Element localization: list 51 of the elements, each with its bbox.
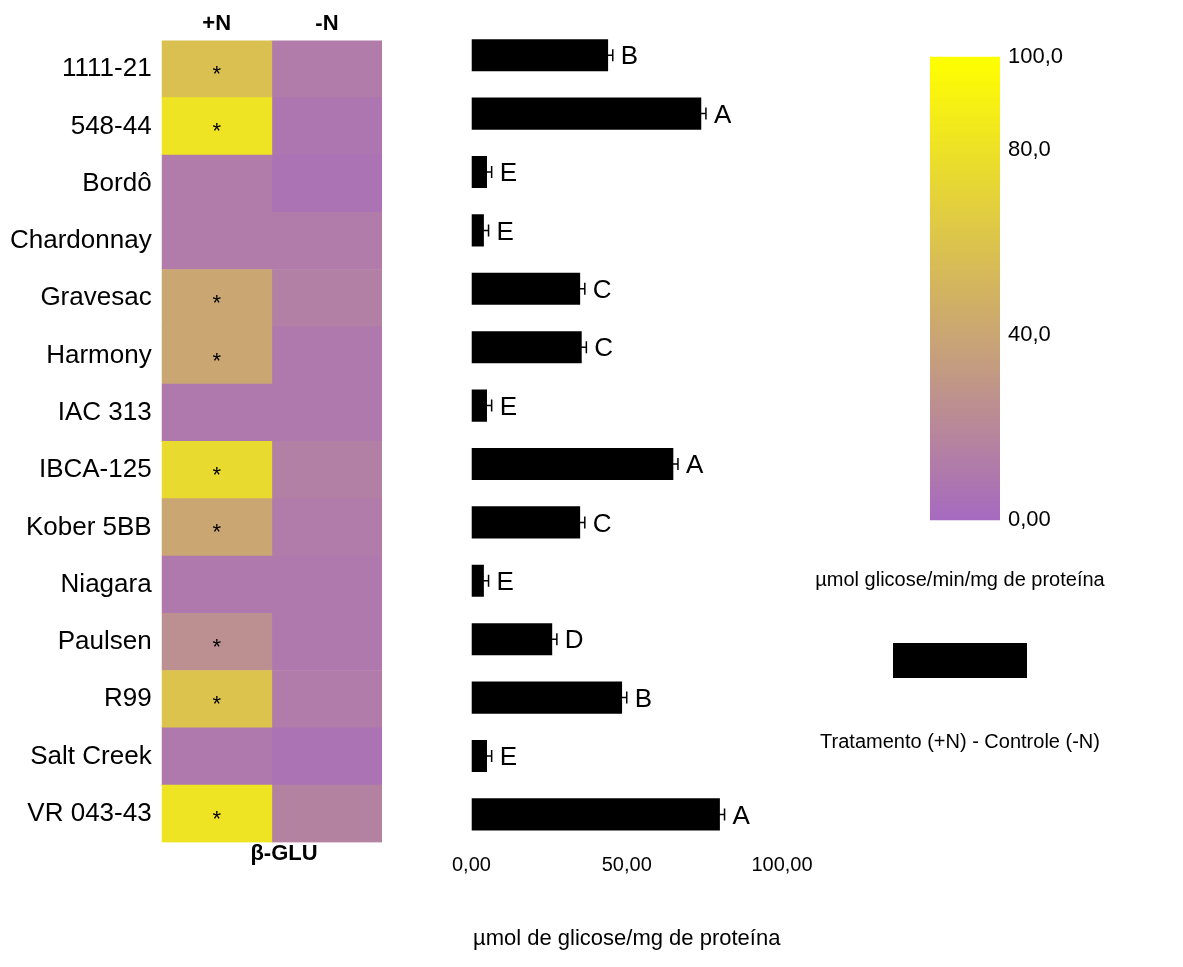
data-label: C <box>592 273 612 304</box>
y-tick-label: 1111-21 <box>62 52 152 83</box>
data-label: A <box>713 98 732 129</box>
text: Tratamento (+N) - Controle (-N) <box>819 730 1101 753</box>
data-label: * <box>212 462 222 488</box>
y-tick-label: Paulsen <box>57 625 152 656</box>
x-tick-label: 100,00 <box>751 853 813 876</box>
y-tick-label: Salt Creek <box>30 739 153 770</box>
y-tick-label: Harmony <box>46 338 152 369</box>
data-label: C <box>594 332 614 363</box>
y-tick-label: R99 <box>103 682 152 713</box>
color-bar-title: µmol glicose/min/mg de proteína <box>814 568 1106 591</box>
data-label: E <box>499 390 517 421</box>
x-axis-title: β-GLU <box>249 840 319 866</box>
data-label: E <box>499 157 517 188</box>
data-label: E <box>496 565 514 596</box>
y-tick-label: VR 043-43 <box>27 796 152 827</box>
x-tick-label: 50,00 <box>601 853 652 876</box>
data-label: E <box>499 741 517 772</box>
x-tick-label: 0,00 <box>451 853 491 876</box>
data-label: * <box>212 519 222 545</box>
color-bar-label: 100,0 <box>1008 43 1064 69</box>
data-label: A <box>732 799 751 830</box>
bar <box>471 681 623 714</box>
data-label: * <box>212 118 222 144</box>
y-tick-label: IBCA-125 <box>38 453 152 484</box>
y-tick-label: Niagara <box>60 567 153 598</box>
y-tick-label: IAC 313 <box>57 395 152 426</box>
data-label: * <box>212 805 222 831</box>
y-tick-label: Kober 5BB <box>25 510 152 541</box>
data-label: * <box>212 61 222 87</box>
data-label: B <box>634 682 653 713</box>
y-tick-label: 548-44 <box>70 109 152 140</box>
color-bar-label: 40,0 <box>1008 320 1051 346</box>
data-label: * <box>212 633 222 659</box>
y-tick-label: Chardonnay <box>10 224 152 255</box>
data-label: E <box>496 215 514 246</box>
x-axis-title: µmol de glicose/mg de proteína <box>473 924 782 950</box>
data-label: * <box>212 290 222 316</box>
data-label: D <box>564 624 584 655</box>
color-bar-label: 80,0 <box>1008 135 1051 161</box>
x-tick-label: +N <box>202 10 232 36</box>
y-tick-label: Gravesac <box>40 281 152 312</box>
color-bar-label: 0,00 <box>1008 505 1051 531</box>
data-label: C <box>592 507 612 538</box>
data-label: * <box>212 691 222 717</box>
data-label: B <box>620 40 639 71</box>
x-tick-label: -N <box>315 10 339 36</box>
data-label: A <box>685 449 704 480</box>
y-tick-label: Bordô <box>82 166 152 197</box>
data-label: * <box>212 347 222 373</box>
